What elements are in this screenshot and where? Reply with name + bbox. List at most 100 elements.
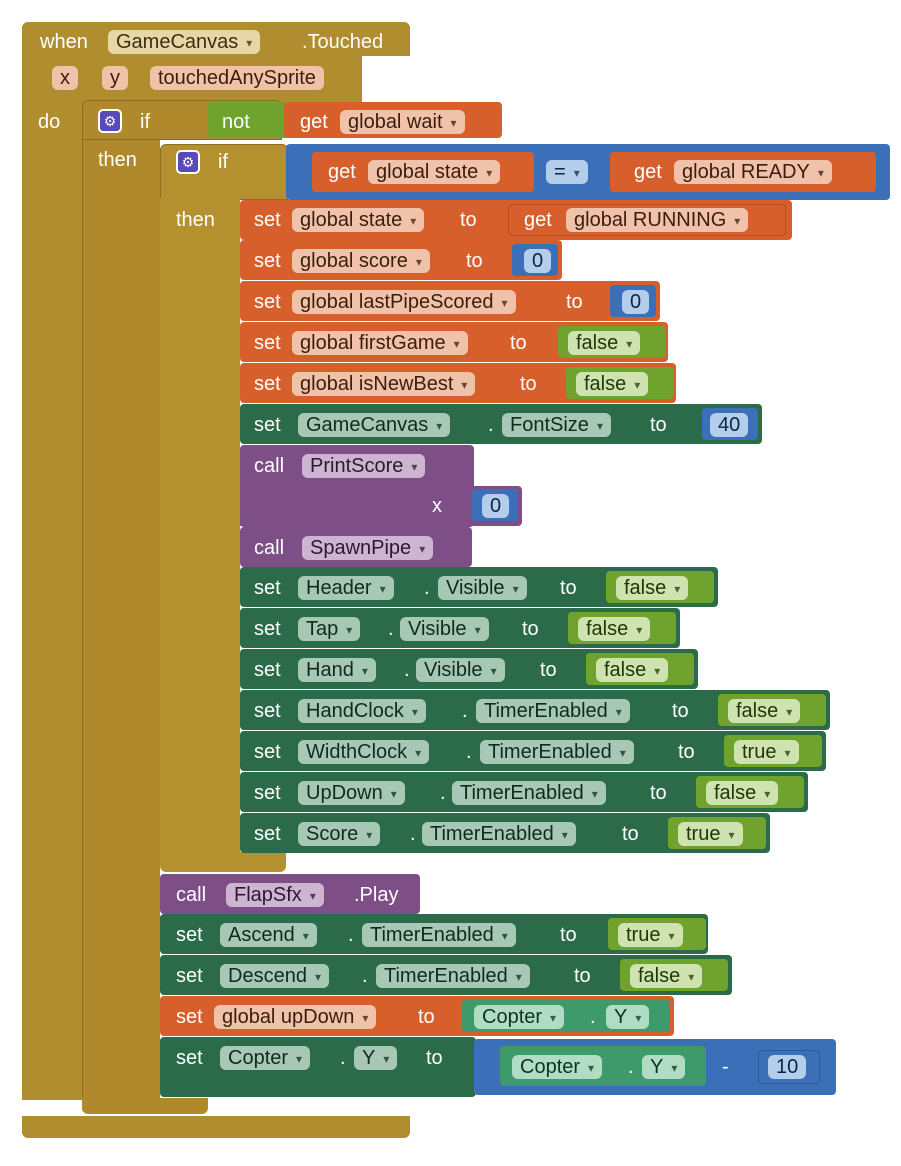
property-dropdown[interactable]: TimerEnabled: [480, 740, 634, 764]
boolean-dropdown[interactable]: false: [616, 576, 689, 600]
boolean-dropdown[interactable]: true: [734, 740, 799, 764]
boolean-dropdown[interactable]: false: [596, 658, 669, 682]
number-value[interactable]: 0: [622, 290, 650, 314]
set-keyword: set: [176, 924, 203, 946]
component-dropdown[interactable]: UpDown: [298, 781, 405, 805]
param-x[interactable]: x: [52, 66, 78, 90]
dot-separator: .: [590, 1006, 596, 1028]
component-dropdown[interactable]: Copter: [512, 1055, 603, 1079]
component-dropdown[interactable]: WidthClock: [298, 740, 430, 764]
component-dropdown[interactable]: Descend: [220, 964, 329, 988]
event-component-dropdown[interactable]: GameCanvas: [108, 30, 261, 54]
number-value[interactable]: 10: [768, 1055, 807, 1079]
dot-separator: .: [362, 965, 368, 987]
param-touched-any-sprite[interactable]: touchedAnySprite: [150, 66, 324, 90]
boolean-dropdown[interactable]: true: [618, 923, 683, 947]
component-dropdown[interactable]: Header: [298, 576, 394, 600]
param-y[interactable]: y: [102, 66, 128, 90]
set-keyword: set: [254, 209, 281, 231]
component-dropdown[interactable]: Tap: [298, 617, 361, 641]
then-keyword-outer: then: [98, 149, 137, 171]
to-keyword: to: [678, 741, 695, 763]
get-keyword: get: [524, 209, 552, 231]
component-dropdown[interactable]: GameCanvas: [298, 413, 451, 437]
number-value[interactable]: 40: [710, 413, 749, 437]
call-keyword: call: [254, 455, 285, 477]
property-dropdown[interactable]: TimerEnabled: [376, 964, 530, 988]
set-keyword: set: [254, 823, 281, 845]
get-keyword: get: [300, 111, 328, 133]
var-global-ready-dropdown[interactable]: global READY: [674, 160, 832, 184]
property-dropdown[interactable]: Visible: [400, 617, 489, 641]
component-dropdown[interactable]: FlapSfx: [226, 883, 324, 907]
boolean-dropdown[interactable]: false: [728, 699, 801, 723]
set-keyword: set: [254, 414, 281, 436]
then-keyword-inner: then: [176, 209, 215, 231]
property-dropdown[interactable]: Y: [642, 1055, 686, 1079]
to-keyword: to: [622, 823, 639, 845]
component-dropdown[interactable]: Hand: [298, 658, 376, 682]
procedure-dropdown[interactable]: SpawnPipe: [302, 536, 434, 560]
boolean-dropdown[interactable]: false: [576, 372, 649, 396]
var-global-running-dropdown[interactable]: global RUNNING: [566, 208, 749, 232]
to-keyword: to: [574, 965, 591, 987]
compare-operator-dropdown[interactable]: =: [546, 160, 588, 184]
if-keyword-outer: if: [140, 111, 150, 133]
boolean-dropdown[interactable]: true: [678, 822, 743, 846]
boolean-dropdown[interactable]: false: [578, 617, 651, 641]
get-keyword: get: [328, 161, 356, 183]
var-global-score-dropdown[interactable]: global score: [292, 249, 430, 273]
arg-label-x: x: [432, 495, 442, 517]
dot-separator: .: [466, 741, 472, 763]
boolean-dropdown[interactable]: false: [630, 964, 703, 988]
component-dropdown[interactable]: Ascend: [220, 923, 317, 947]
set-keyword: set: [176, 965, 203, 987]
property-dropdown[interactable]: Visible: [438, 576, 527, 600]
component-dropdown[interactable]: Score: [298, 822, 381, 846]
component-dropdown[interactable]: Copter: [220, 1046, 311, 1070]
set-copter-y-block[interactable]: [160, 1037, 476, 1097]
property-dropdown[interactable]: Y: [606, 1005, 650, 1029]
gear-icon[interactable]: ⚙: [176, 150, 200, 174]
minus-operator: -: [722, 1056, 729, 1078]
property-dropdown[interactable]: Visible: [416, 658, 505, 682]
set-keyword: set: [254, 577, 281, 599]
not-block[interactable]: [208, 102, 290, 138]
procedure-dropdown[interactable]: PrintScore: [302, 454, 426, 478]
number-value[interactable]: 0: [524, 249, 552, 273]
property-dropdown[interactable]: TimerEnabled: [422, 822, 576, 846]
set-keyword: set: [254, 291, 281, 313]
method-name: .Play: [354, 884, 399, 906]
dot-separator: .: [424, 577, 430, 599]
property-dropdown[interactable]: TimerEnabled: [452, 781, 606, 805]
var-global-last-pipe-dropdown[interactable]: global lastPipeScored: [292, 290, 516, 314]
var-global-is-new-best-dropdown[interactable]: global isNewBest: [292, 372, 476, 396]
component-dropdown[interactable]: HandClock: [298, 699, 426, 723]
number-value[interactable]: 0: [482, 494, 510, 518]
to-keyword: to: [510, 332, 527, 354]
set-keyword: set: [254, 250, 281, 272]
to-keyword: to: [426, 1047, 443, 1069]
boolean-dropdown[interactable]: false: [706, 781, 779, 805]
var-global-state-dropdown[interactable]: global state: [292, 208, 425, 232]
var-global-first-game-dropdown[interactable]: global firstGame: [292, 331, 468, 355]
var-global-up-down-dropdown[interactable]: global upDown: [214, 1005, 377, 1029]
property-dropdown[interactable]: TimerEnabled: [362, 923, 516, 947]
to-keyword: to: [520, 373, 537, 395]
dot-separator: .: [440, 782, 446, 804]
event-name: .Touched: [302, 31, 384, 53]
var-global-state-dropdown[interactable]: global state: [368, 160, 501, 184]
call-keyword: call: [254, 537, 285, 559]
component-dropdown[interactable]: Copter: [474, 1005, 565, 1029]
property-dropdown[interactable]: FontSize: [502, 413, 611, 437]
dot-separator: .: [488, 414, 494, 436]
property-dropdown[interactable]: TimerEnabled: [476, 699, 630, 723]
boolean-dropdown[interactable]: false: [568, 331, 641, 355]
to-keyword: to: [522, 618, 539, 640]
property-dropdown[interactable]: Y: [354, 1046, 398, 1070]
var-global-wait-dropdown[interactable]: global wait: [340, 110, 465, 134]
not-keyword: not: [222, 111, 250, 133]
gear-icon[interactable]: ⚙: [98, 109, 122, 133]
if-block-outer-footer: [82, 1098, 208, 1114]
to-keyword: to: [466, 250, 483, 272]
